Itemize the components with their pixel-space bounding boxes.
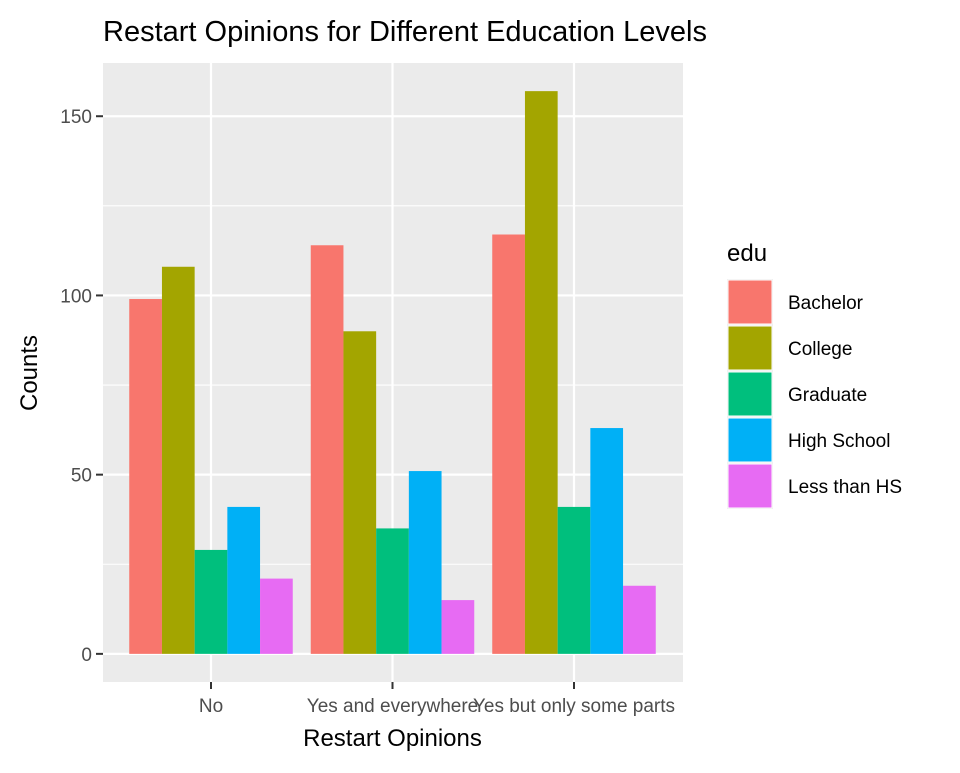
bar — [376, 528, 409, 654]
x-axis-title: Restart Opinions — [303, 725, 482, 752]
y-tick-label: 0 — [81, 645, 92, 666]
bar — [524, 91, 558, 654]
legend-key — [727, 371, 773, 417]
bar — [194, 549, 228, 654]
bar — [492, 234, 525, 654]
legend-key — [727, 463, 773, 509]
bar — [343, 331, 377, 654]
y-tick-label: 50 — [71, 466, 92, 487]
bar — [408, 471, 442, 654]
legend-label: Bachelor — [788, 293, 864, 314]
legend-key — [727, 417, 773, 463]
legend-key — [727, 325, 773, 371]
legend-label: College — [788, 339, 852, 360]
legend-label: Graduate — [788, 385, 867, 406]
x-tick-label: No — [199, 696, 223, 717]
bar — [441, 600, 475, 654]
x-tick-label: Yes and everywhere — [307, 696, 478, 717]
x-tick-label: Yes but only some parts — [473, 696, 675, 717]
plot-panel — [103, 63, 683, 682]
legend-label: High School — [788, 431, 890, 452]
bar — [227, 506, 261, 654]
y-tick-label: 100 — [60, 286, 92, 307]
legend-key — [727, 279, 773, 325]
legend-label: Less than HS — [788, 477, 902, 498]
bar — [161, 266, 195, 654]
bar — [310, 245, 344, 654]
y-axis-title: Counts — [16, 335, 43, 411]
legend-title: edu — [727, 240, 767, 267]
legend: edu Bachelor College Graduate High School Le… — [727, 240, 902, 509]
bar — [129, 299, 162, 654]
y-tick-label: 150 — [60, 107, 92, 128]
bar — [623, 585, 656, 654]
bar — [557, 506, 591, 654]
bar — [590, 428, 624, 654]
y-axis: 0 50 100 150 — [60, 107, 103, 666]
chart-title: Restart Opinions for Different Education… — [103, 16, 707, 48]
bar — [260, 578, 293, 654]
